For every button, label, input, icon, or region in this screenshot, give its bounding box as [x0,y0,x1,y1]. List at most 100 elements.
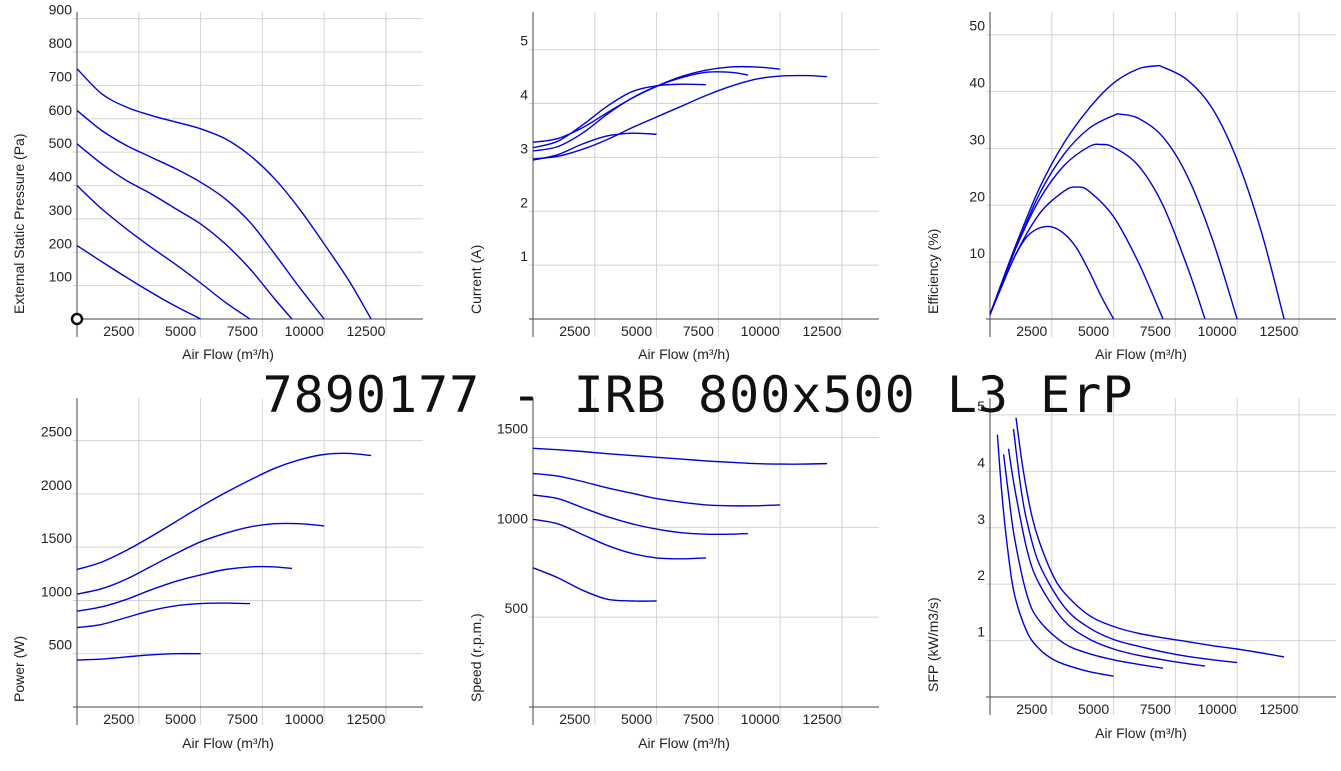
x-tick-label: 2500 [103,323,134,339]
chart-4: 2500 5000 7500 10000 12500 500 1000 1500 2000 250… [11,398,423,751]
series-line-2 [76,184,251,320]
y-tick-label: 500 [49,135,73,151]
x-tick-label: 2500 [103,711,134,727]
series-line-5 [532,74,828,160]
series-line-1 [76,652,201,661]
chart-1: 2500 5000 7500 10000 12500 100 200 300 400 500 600… [11,2,423,362]
y-axis-label: Speed (r.p.m.) [468,613,484,702]
x-tick-label: 7500 [683,323,714,339]
series-line-4 [532,65,781,143]
y-tick-label: 1 [520,248,528,264]
y-tick-label: 1500 [497,421,528,437]
y-tick-label: 2500 [41,424,72,440]
y-tick-label: 5 [977,398,985,414]
y-tick-label: 1500 [41,530,72,546]
series-line-2 [1002,454,1164,669]
y-tick-label: 600 [49,102,73,118]
x-tick-label: 12500 [1259,701,1298,717]
y-tick-label: 900 [49,2,73,18]
series-line-5 [532,447,828,465]
y-tick-label: 200 [49,235,73,251]
series-line-4 [532,472,781,507]
chart-6: 2500 5000 7500 10000 12500 1 2 3 4 5 Air Flow (m³/… [925,398,1336,741]
y-axis-label: Efficiency (%) [925,229,941,314]
x-tick-label: 10000 [285,323,324,339]
series-line-3 [532,71,749,152]
y-tick-label: 4 [520,87,528,103]
x-tick-label: 12500 [802,323,841,339]
origin-marker [70,312,84,326]
x-tick-label: 10000 [285,711,324,727]
x-axis-label: Air Flow (m³/h) [1095,725,1187,741]
x-tick-label: 10000 [741,323,780,339]
y-tick-label: 100 [49,269,73,285]
x-tick-label: 5000 [1078,701,1109,717]
y-axis-label: SFP (kW/m3/s) [925,597,941,692]
x-tick-label: 2500 [1016,701,1047,717]
x-tick-label: 12500 [1259,323,1298,339]
series-line-5 [1015,417,1285,658]
series-line-1 [532,132,657,161]
x-tick-label: 7500 [683,711,714,727]
x-tick-label: 7500 [1140,701,1171,717]
x-axis-label: Air Flow (m³/h) [1095,346,1187,362]
y-tick-label: 5 [520,33,528,49]
x-tick-label: 2500 [559,323,590,339]
chart-3: 2500 5000 7500 10000 12500 10 20 30 40 50 Air Flow… [925,12,1336,362]
series-line-1 [532,567,657,602]
x-axis-label: Air Flow (m³/h) [638,346,730,362]
series-line-2 [76,602,251,629]
chart-5: 2500 5000 7500 10000 12500 500 1000 1500 Air Flo… [468,398,879,751]
y-tick-label: 1000 [497,510,528,526]
y-tick-label: 800 [49,35,73,51]
series-line-1 [996,434,1114,677]
series-line-4 [76,109,325,320]
x-tick-label: 5000 [165,323,196,339]
y-tick-label: 2 [520,194,528,210]
x-tick-label: 7500 [227,711,258,727]
x-axis-label: Air Flow (m³/h) [638,735,730,751]
chart-2: 2500 5000 7500 10000 12500 1 2 3 4 5 Air Flow (m³/… [468,12,879,362]
x-tick-label: 10000 [741,711,780,727]
y-tick-label: 2000 [41,477,72,493]
y-tick-label: 50 [969,18,985,34]
series-line-4 [1012,428,1238,664]
series-line-2 [989,186,1164,320]
series-line-2 [532,83,707,149]
y-tick-label: 700 [49,68,73,84]
y-axis-label: Power (W) [11,636,27,702]
x-tick-label: 12500 [346,711,385,727]
x-tick-label: 12500 [346,323,385,339]
x-tick-label: 5000 [621,323,652,339]
series-line-5 [989,64,1285,320]
x-tick-label: 7500 [1140,323,1171,339]
series-line-5 [76,68,372,320]
x-tick-label: 10000 [1198,701,1237,717]
y-tick-label: 500 [49,637,73,653]
x-tick-label: 5000 [621,711,652,727]
y-tick-label: 1000 [41,583,72,599]
x-tick-label: 5000 [165,711,196,727]
y-tick-label: 30 [969,131,985,147]
series-line-4 [989,113,1238,320]
y-tick-label: 1 [977,624,985,640]
y-tick-label: 20 [969,188,985,204]
y-tick-label: 500 [505,600,529,616]
series-line-3 [76,565,293,612]
x-axis-label: Air Flow (m³/h) [182,346,274,362]
x-axis-label: Air Flow (m³/h) [182,735,274,751]
y-tick-label: 3 [977,511,985,527]
series-line-3 [532,494,749,536]
y-tick-label: 3 [520,140,528,156]
y-tick-label: 400 [49,169,73,185]
x-tick-label: 2500 [559,711,590,727]
series-line-4 [76,522,325,595]
series-line-5 [76,452,372,571]
x-tick-label: 7500 [227,323,258,339]
y-tick-label: 300 [49,202,73,218]
series-line-2 [532,518,707,560]
y-axis-label: External Static Pressure (Pa) [11,133,27,314]
x-tick-label: 2500 [1016,323,1047,339]
y-tick-label: 2 [977,567,985,583]
